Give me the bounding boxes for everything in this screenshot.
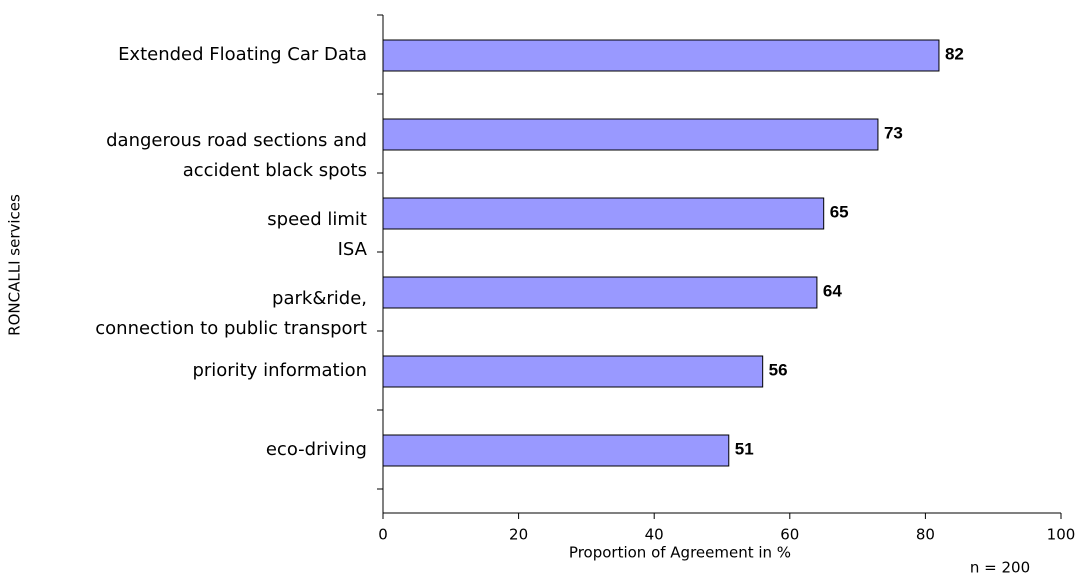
value-label: 73: [884, 123, 903, 142]
value-label: 82: [945, 44, 964, 63]
x-axis-title: Proportion of Agreement in %: [569, 544, 791, 562]
x-tick-label: 60: [780, 526, 799, 544]
y-axis-title: RONCALLI services: [6, 194, 24, 336]
bar: [382, 355, 764, 388]
x-tick-label: 20: [509, 526, 528, 544]
value-label: 64: [823, 281, 842, 300]
x-tick-label: 0: [378, 526, 388, 544]
y-tick-label: priority information: [192, 360, 367, 381]
value-label: 65: [830, 202, 849, 221]
y-tick-label: eco-driving: [266, 439, 367, 460]
bar: [382, 276, 818, 309]
bar: [382, 118, 879, 151]
bar: [382, 197, 825, 230]
value-label: 56: [769, 360, 788, 379]
y-tick-label: speed limit ISA: [267, 209, 367, 260]
note: n = 200: [970, 559, 1030, 577]
x-tick-label: 40: [645, 526, 664, 544]
y-tick-label: Extended Floating Car Data: [118, 44, 367, 65]
bar: [382, 434, 730, 467]
y-tick-label: dangerous road sections and accident blac…: [106, 130, 367, 181]
y-tick-label: park&ride, connection to public transport: [95, 288, 367, 339]
x-tick-label: 80: [916, 526, 935, 544]
bar: [382, 39, 940, 72]
value-label: 51: [735, 439, 754, 458]
x-tick-label: 100: [1047, 526, 1076, 544]
